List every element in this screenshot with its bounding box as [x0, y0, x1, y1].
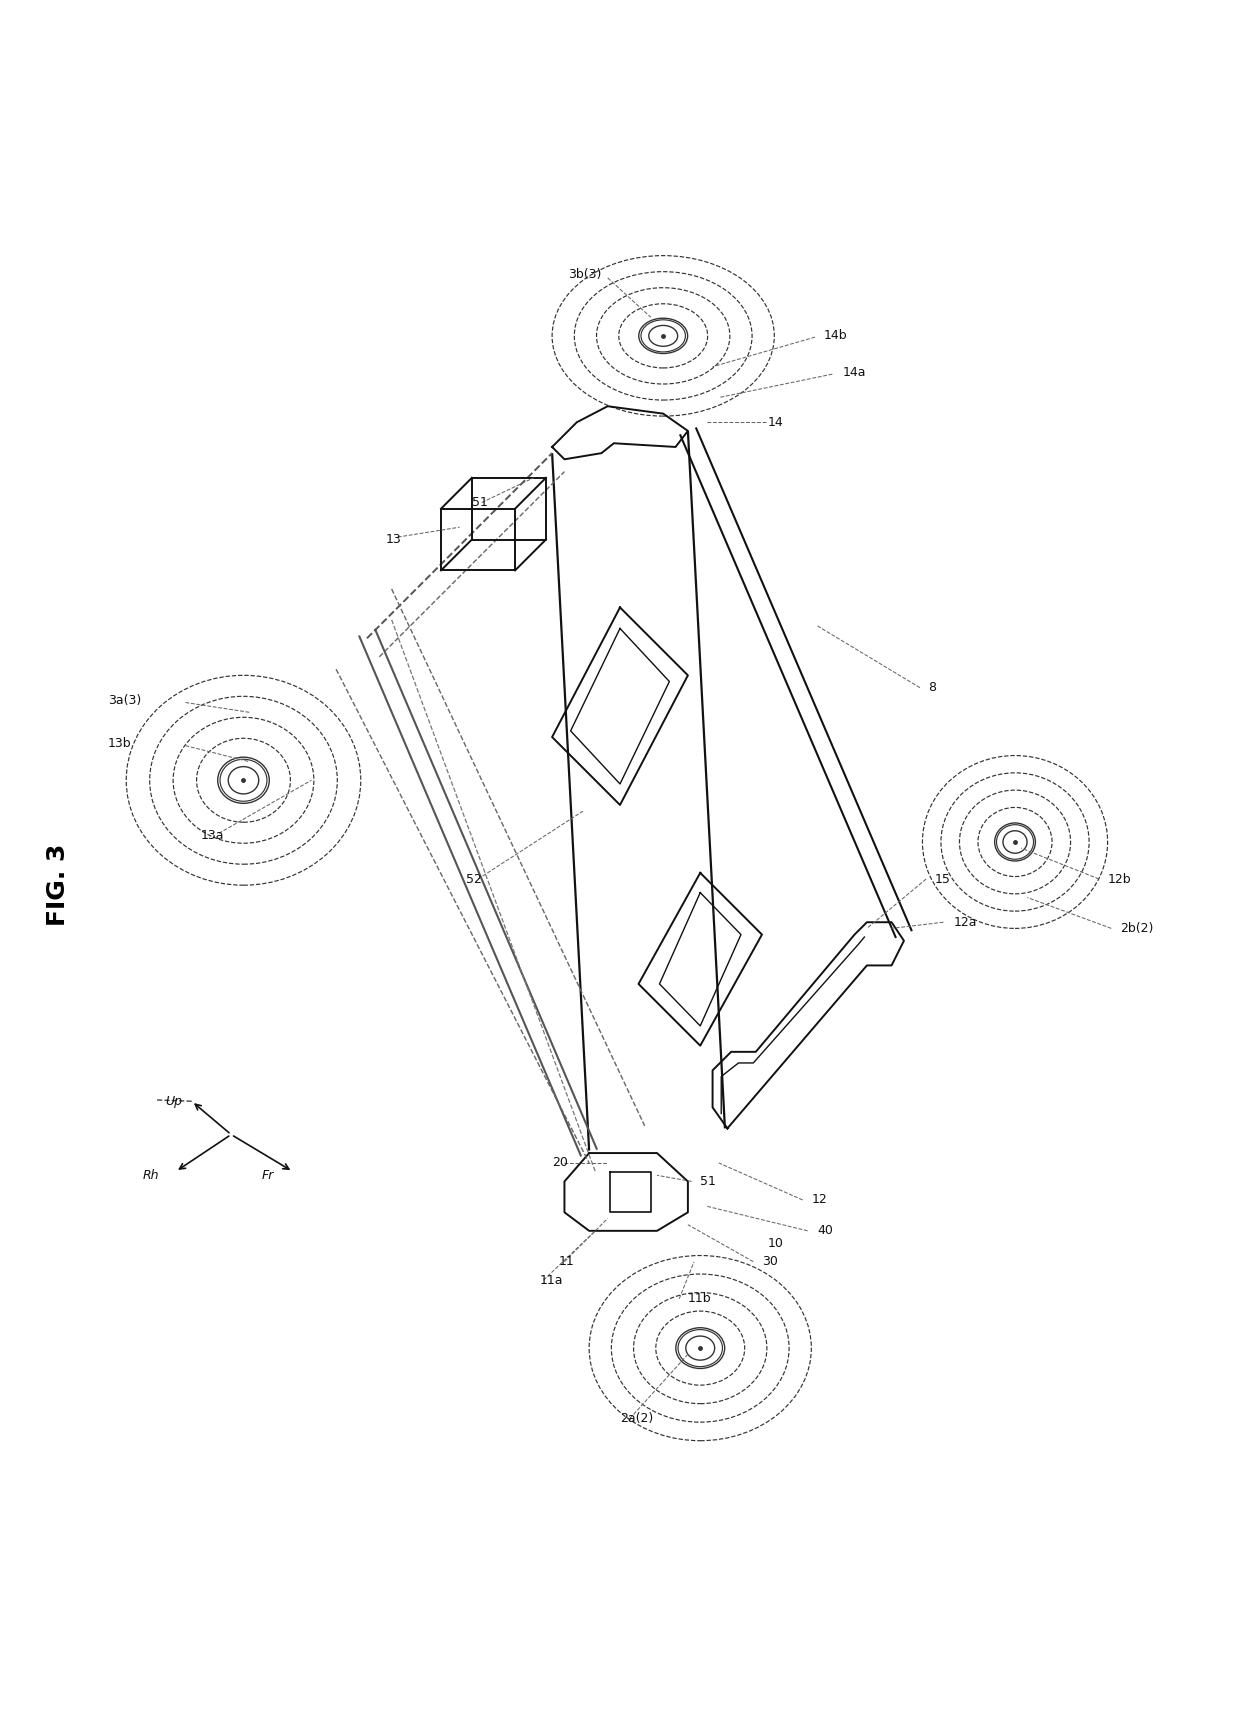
Text: 11a: 11a — [539, 1274, 563, 1287]
Text: 3b(3): 3b(3) — [568, 268, 601, 281]
Text: 15: 15 — [935, 873, 951, 886]
Text: 51: 51 — [472, 496, 487, 509]
Text: 8: 8 — [929, 682, 936, 694]
Text: 52: 52 — [466, 873, 481, 886]
Text: 13: 13 — [386, 534, 402, 546]
Text: 2b(2): 2b(2) — [1120, 922, 1153, 935]
Text: 30: 30 — [761, 1255, 777, 1268]
Text: 12b: 12b — [1107, 873, 1131, 886]
Text: Up: Up — [165, 1095, 182, 1108]
Text: FIG. 3: FIG. 3 — [46, 843, 71, 926]
Text: Rh: Rh — [143, 1169, 159, 1182]
Text: 2a(2): 2a(2) — [620, 1411, 653, 1425]
Text: 14: 14 — [768, 416, 784, 429]
Text: 14b: 14b — [823, 329, 847, 342]
Text: 11: 11 — [558, 1255, 574, 1268]
Text: 3a(3): 3a(3) — [108, 694, 141, 707]
Text: 13b: 13b — [108, 737, 131, 750]
Text: 13a: 13a — [201, 830, 223, 842]
Text: 12a: 12a — [954, 916, 977, 929]
Text: Fr: Fr — [262, 1169, 274, 1182]
Text: 11b: 11b — [688, 1292, 712, 1305]
Text: 40: 40 — [817, 1224, 833, 1237]
Text: 20: 20 — [552, 1157, 568, 1170]
Text: 12: 12 — [811, 1193, 827, 1206]
Text: 10: 10 — [768, 1237, 784, 1249]
Text: 51: 51 — [701, 1175, 717, 1187]
Text: 14a: 14a — [842, 367, 866, 379]
